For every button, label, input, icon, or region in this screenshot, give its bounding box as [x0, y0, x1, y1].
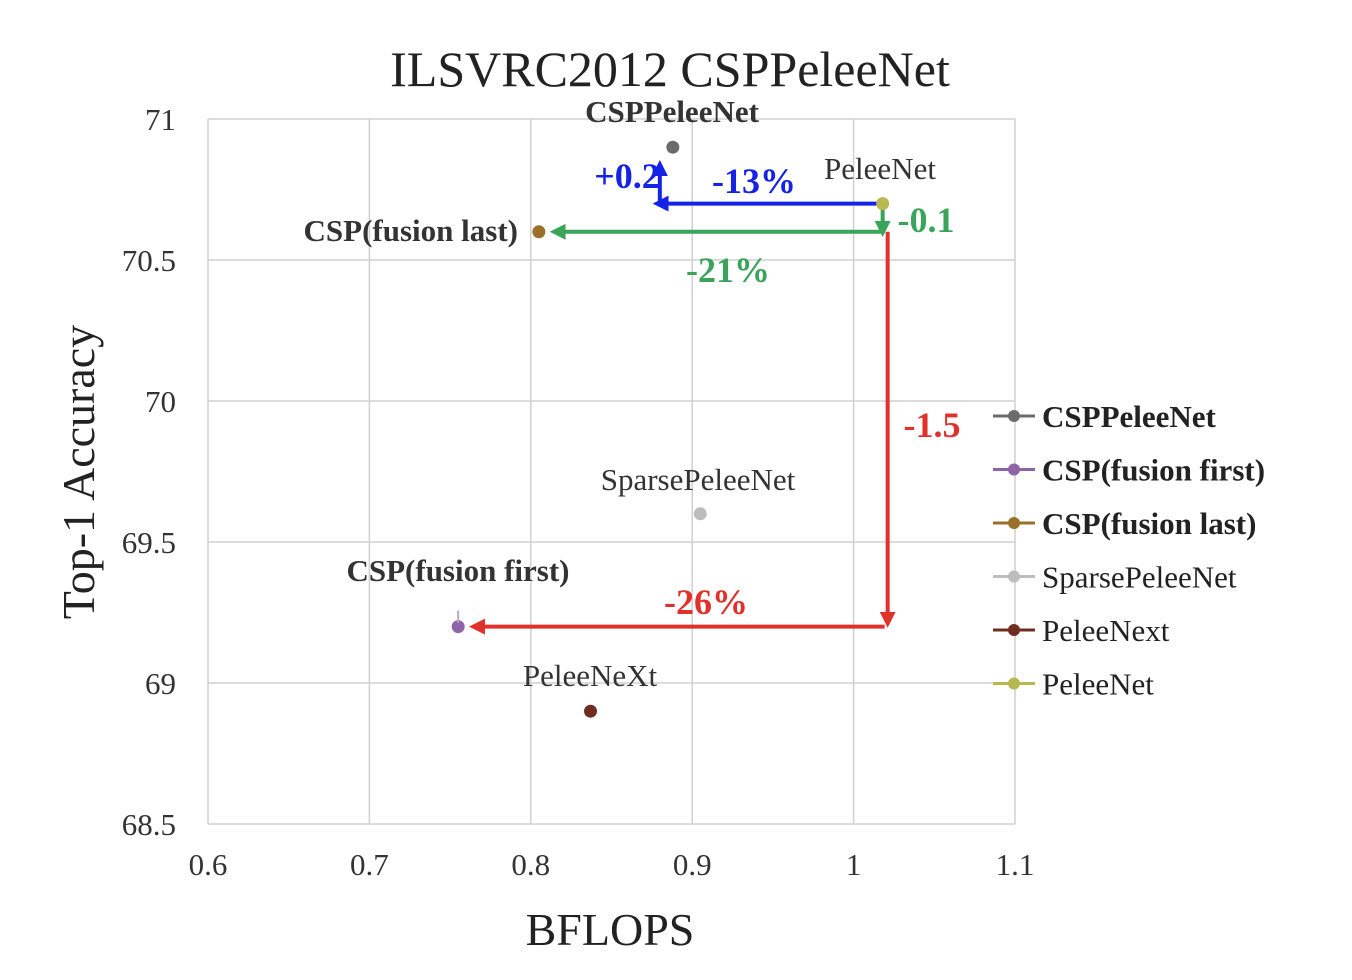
x-tick-label: 0.9 [673, 847, 712, 882]
legend-label: CSP(fusion last) [1042, 506, 1256, 541]
chart-title: ILSVRC2012 CSPPeleeNet [390, 41, 950, 97]
point-csp-fusion-first- [451, 620, 465, 634]
annotation-label: -1.5 [904, 405, 961, 445]
y-tick-label: 71 [145, 102, 176, 137]
annotation-arrows [468, 159, 896, 635]
annotation-label: +0.2 [594, 156, 660, 196]
point-label: CSP(fusion first) [346, 553, 569, 588]
point-label: CSPPeleeNet [585, 94, 760, 129]
x-axis-title: BFLOPS [526, 904, 695, 955]
annotation-label: -26% [664, 582, 748, 622]
point-peleenext [584, 704, 598, 718]
point-peleenet [876, 197, 890, 211]
legend-label: CSPPeleeNet [1042, 399, 1217, 434]
x-tick-label: 0.8 [511, 847, 550, 882]
point-label: SparsePeleeNet [601, 462, 796, 497]
legend-label: SparsePeleeNet [1042, 560, 1237, 595]
point-csp-fusion-last- [532, 225, 546, 239]
x-tick-label: 0.7 [350, 847, 389, 882]
legend-label: CSP(fusion first) [1042, 453, 1265, 488]
legend-marker [1008, 570, 1020, 583]
y-axis-title: Top-1 Accuracy [53, 325, 104, 619]
legend-marker [1008, 410, 1020, 422]
point-labels: CSPPeleeNet CSP(fusion first) CSP(fusion l… [304, 94, 937, 693]
legend-label: PeleeNet [1042, 667, 1154, 702]
point-label: CSP(fusion last) [304, 213, 518, 248]
annotation-label: -21% [686, 250, 770, 290]
legend-marker [1008, 624, 1020, 636]
data-points [451, 140, 890, 718]
y-tick-label: 69 [145, 666, 176, 701]
x-tick-label: 1.1 [996, 847, 1035, 882]
x-tick-label: 1 [846, 847, 862, 882]
point-label: PeleeNeXt [523, 658, 658, 693]
legend: CSPPeleeNet CSP(fusion first) CSP(fusion l… [993, 399, 1265, 702]
x-tick-label: 0.6 [189, 847, 228, 882]
legend-marker [1008, 677, 1020, 690]
legend-marker [1008, 517, 1020, 529]
legend-marker [1008, 463, 1020, 476]
point-label: PeleeNet [824, 151, 936, 186]
axis-ticks: 0.6 0.7 0.8 0.9 1 1.1 68.5 69 69.5 70 70.5 71 [122, 102, 1035, 882]
annotation-labels: +0.2 -13% -0.1 -21% -1.5 -26% [594, 156, 960, 622]
legend-label: PeleeNext [1042, 613, 1170, 648]
annotation-label: -0.1 [898, 200, 955, 240]
y-tick-label: 70 [145, 384, 176, 419]
y-tick-label: 68.5 [122, 807, 176, 842]
y-tick-label: 69.5 [122, 525, 176, 560]
y-tick-label: 70.5 [122, 243, 176, 278]
annotation-label: -13% [712, 161, 796, 201]
point-sparsepeleenet [693, 507, 707, 521]
point-csppeleenet [666, 140, 680, 154]
